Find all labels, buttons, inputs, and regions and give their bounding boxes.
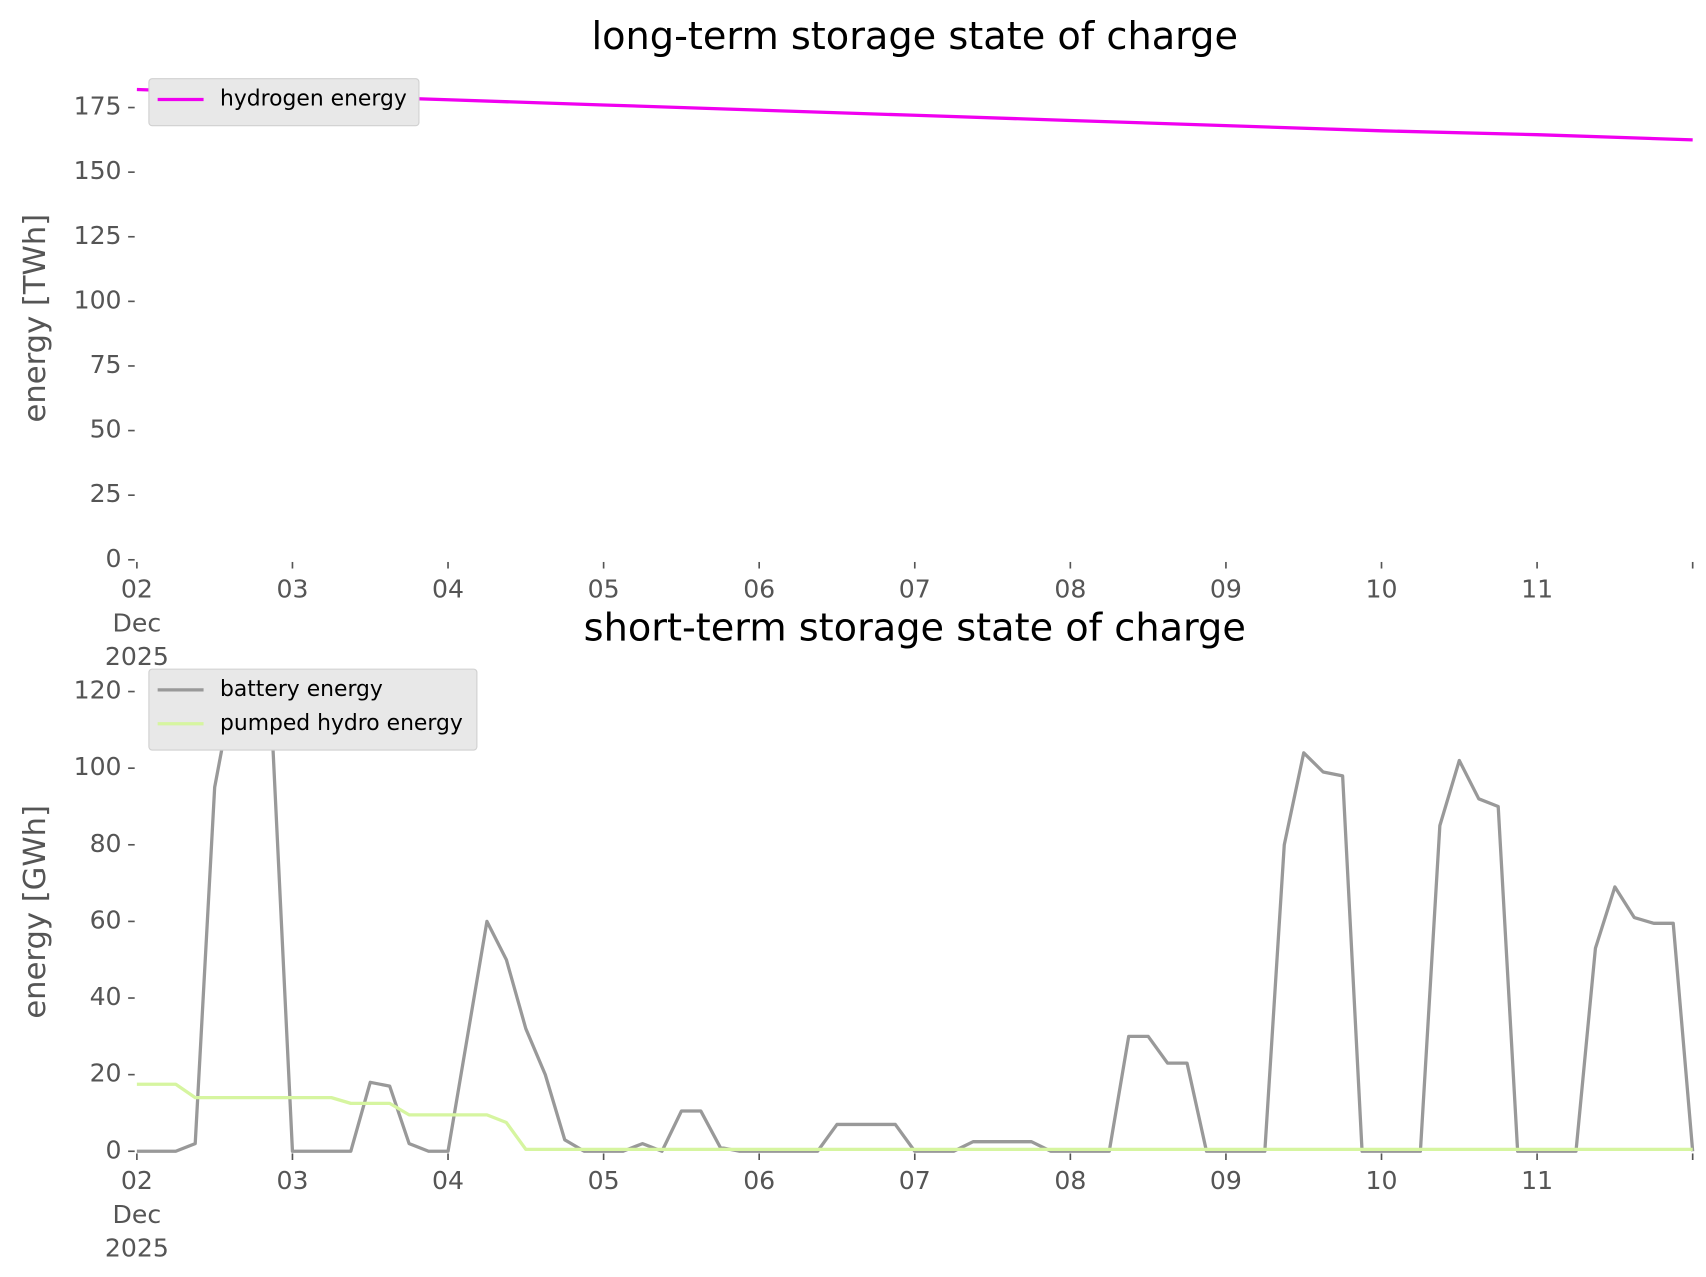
x-tick-label: Dec <box>113 1200 162 1229</box>
y-tick-label: 125 <box>74 221 122 250</box>
y-tick-label: 150 <box>74 156 122 185</box>
x-tick-label: 09 <box>1210 574 1242 603</box>
chart-title: long-term storage state of charge <box>592 14 1238 59</box>
x-tick-label: 06 <box>743 1166 775 1195</box>
x-tick-label: 11 <box>1521 574 1553 603</box>
x-tick-label: 2025 <box>105 642 169 671</box>
y-axis-label: energy [TWh] <box>18 214 53 423</box>
x-tick-label: 02 <box>121 1166 153 1195</box>
x-tick-label: 2025 <box>105 1234 169 1263</box>
x-tick-label: 03 <box>276 574 308 603</box>
x-tick-label: 04 <box>432 1166 464 1195</box>
y-axis-label: energy [GWh] <box>18 805 53 1019</box>
chart-title: short-term storage state of charge <box>584 605 1246 650</box>
y-tick-label: 100 <box>74 285 122 314</box>
y-tick-label: 0 <box>106 544 122 573</box>
x-tick-label: 07 <box>899 574 931 603</box>
x-tick-label: 04 <box>432 574 464 603</box>
y-tick-label: 120 <box>74 676 122 705</box>
y-tick-label: 50 <box>90 415 122 444</box>
y-tick-label: 100 <box>74 752 122 781</box>
y-tick-label: 40 <box>90 982 122 1011</box>
x-tick-label: Dec <box>113 608 162 637</box>
x-tick-label: 08 <box>1054 1166 1086 1195</box>
series-line <box>136 682 1695 1153</box>
x-tick-label: 05 <box>588 1166 620 1195</box>
legend-label: battery energy <box>220 677 383 702</box>
x-tick-label: 03 <box>276 1166 308 1195</box>
x-tick-label: 07 <box>899 1166 931 1195</box>
x-tick-label: 05 <box>588 574 620 603</box>
legend-box <box>148 78 420 127</box>
x-tick-label: 11 <box>1521 1166 1553 1195</box>
x-tick-label: 09 <box>1210 1166 1242 1195</box>
x-tick-label: 10 <box>1366 574 1398 603</box>
y-tick-label: 25 <box>90 479 122 508</box>
y-tick-label: 175 <box>74 92 122 121</box>
y-tick-label: 75 <box>90 350 122 379</box>
x-tick-label: 08 <box>1054 574 1086 603</box>
x-tick-label: 10 <box>1366 1166 1398 1195</box>
y-tick-label: 20 <box>90 1059 122 1088</box>
y-tick-label: 60 <box>90 905 122 934</box>
x-tick-label: 02 <box>121 574 153 603</box>
y-tick-label: 0 <box>106 1135 122 1164</box>
y-tick-label: 80 <box>90 829 122 858</box>
legend-label: hydrogen energy <box>220 86 407 111</box>
legend-label: pumped hydro energy <box>220 711 463 736</box>
x-tick-label: 06 <box>743 574 775 603</box>
legend-box <box>148 668 478 751</box>
series-line <box>136 1082 1693 1151</box>
